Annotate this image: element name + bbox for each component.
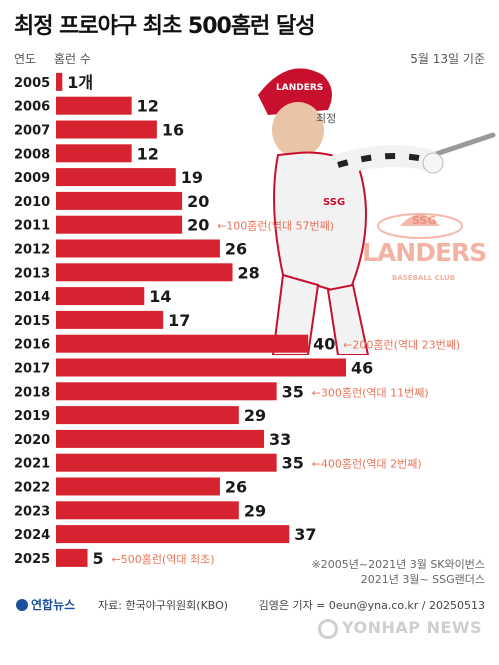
yonhap-logo-icon	[16, 599, 28, 611]
value-label: 20	[187, 216, 209, 235]
hr-column-header: 홈런 수	[54, 52, 91, 66]
bar	[56, 548, 88, 567]
home-run-bar-chart: 2005 1개 2006 12 2007 16 2008 12 2009 19 2010 20 2011…	[14, 72, 460, 568]
value-label: 46	[351, 359, 373, 378]
year-label: 2008	[14, 147, 50, 162]
brand-text: 연합뉴스	[31, 598, 76, 612]
year-label: 2010	[14, 195, 50, 210]
year-label: 2009	[14, 171, 50, 186]
bar	[56, 310, 164, 329]
credit-text: 김영은 기자 = 0eun@yna.co.kr / 20250513	[258, 599, 485, 612]
bar	[56, 120, 157, 139]
svg-text:SSG: SSG	[323, 197, 345, 208]
year-label: 2005	[14, 76, 50, 91]
bar	[56, 358, 346, 377]
year-column-header: 연도	[14, 52, 37, 66]
bar	[56, 334, 309, 353]
value-label: 29	[244, 406, 266, 425]
year-label: 2012	[14, 243, 50, 258]
value-label: 20	[187, 192, 209, 211]
bar	[56, 239, 220, 258]
bar	[56, 168, 176, 187]
year-label: 2015	[14, 314, 50, 329]
year-label: 2011	[14, 219, 50, 234]
value-label: 14	[149, 287, 171, 306]
value-label: 26	[225, 478, 247, 497]
bar	[56, 429, 265, 448]
value-label: 40	[313, 335, 335, 354]
value-label: 35	[282, 382, 304, 401]
page-title: 최정 프로야구 최초 500홈런 달성	[14, 14, 315, 39]
value-label: 33	[269, 430, 291, 449]
date-note: 5월 13일 기준	[410, 52, 485, 66]
value-label: 5	[93, 549, 104, 568]
watermark: YONHAP NEWS	[318, 618, 482, 639]
player-label: 최정	[316, 112, 337, 125]
bar	[56, 453, 277, 472]
watermark-icon	[318, 619, 338, 639]
year-label: 2017	[14, 362, 50, 377]
bar	[56, 263, 233, 282]
milestone-annotation: ←200홈런(역대 23번째)	[343, 338, 460, 352]
bar	[56, 72, 63, 91]
bar	[56, 525, 290, 544]
milestone-annotation: ←400홈런(역대 2번째)	[312, 457, 422, 471]
batter-illustration: LANDERS SSG	[258, 68, 496, 355]
year-label: 2013	[14, 266, 50, 281]
team-note-1: ※2005년~2021년 3월 SK와이번스	[311, 558, 485, 571]
logo-main-text: LANDERS	[362, 238, 486, 267]
bar	[56, 287, 145, 306]
bar	[56, 382, 277, 401]
value-label: 12	[137, 97, 159, 116]
year-label: 2019	[14, 409, 50, 424]
year-label: 2024	[14, 528, 50, 543]
value-label: 35	[282, 454, 304, 473]
year-label: 2025	[14, 552, 50, 567]
value-label: 29	[244, 501, 266, 520]
year-label: 2021	[14, 457, 50, 472]
value-label: 1개	[67, 73, 93, 92]
landers-logo: SSG LANDERS BASEBALL CLUB	[360, 198, 490, 298]
value-label: 28	[238, 263, 260, 282]
value-label: 17	[168, 311, 190, 330]
bar	[56, 96, 132, 115]
bar	[56, 215, 183, 234]
bar	[56, 501, 239, 520]
yonhap-logo: 연합뉴스	[16, 596, 75, 613]
milestone-annotation: ←500홈런(역대 최초)	[112, 552, 215, 566]
year-label: 2007	[14, 124, 50, 139]
value-label: 37	[294, 525, 316, 544]
value-label: 16	[162, 121, 184, 140]
year-label: 2023	[14, 504, 50, 519]
bar	[56, 477, 220, 496]
value-label: 26	[225, 240, 247, 259]
watermark-text: YONHAP NEWS	[342, 618, 483, 637]
year-label: 2022	[14, 481, 50, 496]
logo-top-text: SSG	[412, 214, 436, 227]
value-label: 19	[181, 168, 203, 187]
value-label: 12	[137, 144, 159, 163]
year-label: 2014	[14, 290, 50, 305]
bar	[56, 191, 183, 210]
milestone-annotation: ←300홈런(역대 11번째)	[312, 385, 429, 399]
source-text: 자료: 한국야구위원회(KBO)	[98, 599, 229, 612]
milestone-annotation: ←100홈런(역대 57번째)	[217, 219, 334, 233]
year-label: 2020	[14, 433, 50, 448]
bar	[56, 406, 239, 425]
logo-sub-text: BASEBALL CLUB	[392, 274, 455, 282]
year-label: 2016	[14, 338, 50, 353]
bar	[56, 144, 132, 163]
svg-text:LANDERS: LANDERS	[276, 83, 323, 93]
year-label: 2006	[14, 100, 50, 115]
team-note-2: 2021년 3월~ SSG랜더스	[360, 573, 485, 586]
year-label: 2018	[14, 385, 50, 400]
